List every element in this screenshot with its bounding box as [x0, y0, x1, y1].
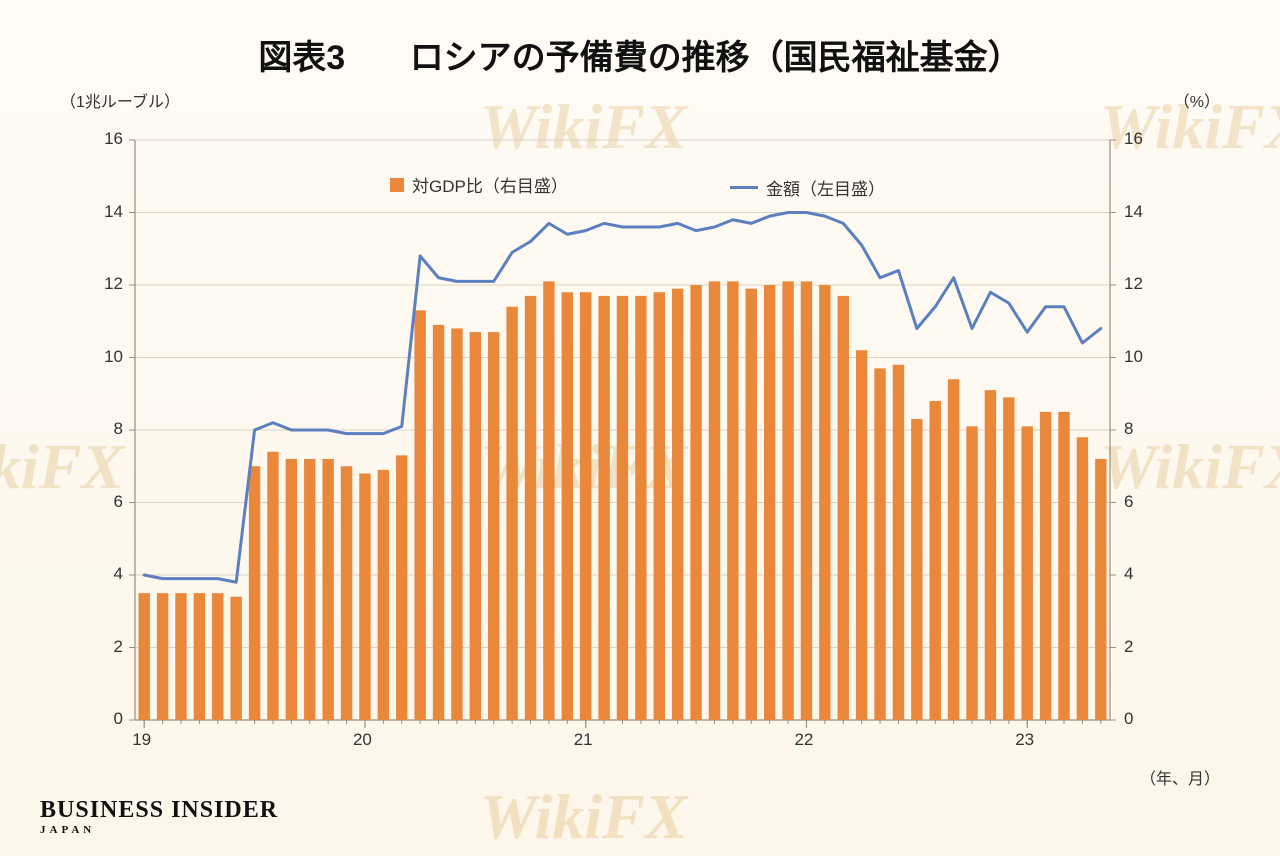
legend-line-swatch [730, 186, 758, 189]
y-left-tick: 10 [104, 347, 123, 367]
y-right-tick: 10 [1124, 347, 1143, 367]
legend-bar-label: 対GDP比（右目盛） [412, 172, 568, 197]
y-right-tick: 2 [1124, 637, 1133, 657]
y-right-tick: 14 [1124, 202, 1143, 222]
y-left-tick: 0 [114, 709, 123, 729]
x-tick: 20 [353, 730, 372, 750]
x-tick: 21 [574, 730, 593, 750]
x-tick: 22 [794, 730, 813, 750]
y-left-tick: 12 [104, 274, 123, 294]
y-right-tick: 8 [1124, 419, 1133, 439]
x-tick: 19 [132, 730, 151, 750]
y-left-tick: 8 [114, 419, 123, 439]
y-left-tick: 16 [104, 129, 123, 149]
y-right-tick: 12 [1124, 274, 1143, 294]
footer-brand-sub: JAPAN [40, 824, 278, 836]
y-left-tick: 6 [114, 492, 123, 512]
y-left-tick: 14 [104, 202, 123, 222]
x-tick: 23 [1015, 730, 1034, 750]
legend-bar-swatch [390, 178, 404, 192]
y-right-tick: 4 [1124, 564, 1133, 584]
y-left-tick: 4 [114, 564, 123, 584]
footer-brand-main: BUSINESS INSIDER [40, 797, 278, 824]
chart-svg [0, 0, 1280, 856]
y-left-tick: 2 [114, 637, 123, 657]
y-right-tick: 0 [1124, 709, 1133, 729]
legend-line: 金額（左目盛） [730, 175, 885, 200]
y-right-tick: 6 [1124, 492, 1133, 512]
legend-line-label: 金額（左目盛） [766, 175, 885, 200]
footer-brand: BUSINESS INSIDER JAPAN [40, 797, 278, 836]
page: WikiFX WikiFX WikiFX WikiFX WikiFX WikiF… [0, 0, 1280, 856]
y-right-tick: 16 [1124, 129, 1143, 149]
legend-bar: 対GDP比（右目盛） [390, 172, 568, 197]
